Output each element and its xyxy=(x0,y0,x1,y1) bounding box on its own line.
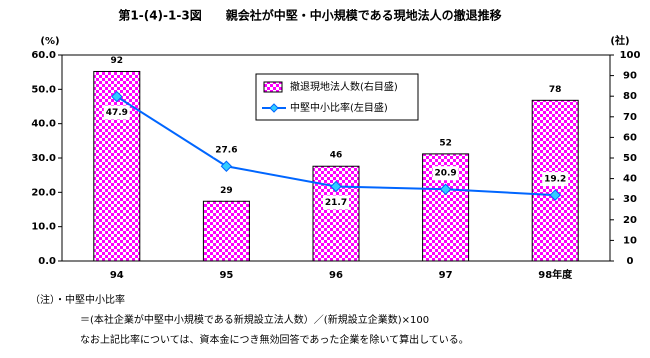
y-tick-label: 40.0 xyxy=(31,119,56,130)
value-label-box xyxy=(103,105,130,120)
bar-value-label: 52 xyxy=(439,138,452,148)
bar-value-label: 78 xyxy=(549,85,562,95)
line-value-label: 19.2 xyxy=(544,175,566,185)
y2-tick-label: 50 xyxy=(623,153,637,164)
value-label-box xyxy=(323,195,349,210)
legend-swatch xyxy=(269,103,279,113)
value-label-box xyxy=(432,166,459,181)
x-tick-label: 96 xyxy=(329,270,343,281)
y2-tick-label: 90 xyxy=(623,71,637,82)
line-point xyxy=(220,160,233,172)
bar xyxy=(202,200,250,262)
y2-tick-label: 80 xyxy=(623,91,637,102)
line-point xyxy=(330,180,342,193)
line-point xyxy=(111,90,123,103)
y-tick-label: 50.0 xyxy=(31,84,56,95)
y2-tick-label: 100 xyxy=(620,50,641,61)
bar-value-label: 29 xyxy=(220,186,233,196)
legend xyxy=(255,73,419,121)
line-value-label: 20.9 xyxy=(434,169,456,179)
x-tick-label: 94 xyxy=(110,270,124,281)
line-point xyxy=(439,183,452,195)
legend-swatch xyxy=(263,81,283,93)
y-tick-label: 60.0 xyxy=(31,50,56,61)
x-tick-label: 97 xyxy=(439,270,453,281)
y-axis-label: (%) xyxy=(40,36,59,47)
y2-tick-label: 40 xyxy=(623,174,637,185)
bar xyxy=(312,165,360,262)
y2-tick-label: 30 xyxy=(623,194,637,205)
note: （注）・中堅中小比率 xyxy=(30,293,125,306)
note: ＝(本社企業が中堅中小規模である新規設立法人数）／(新規設立企業数)×100 xyxy=(80,313,429,326)
bar xyxy=(93,70,141,262)
y2-tick-label: 60 xyxy=(623,132,637,143)
y-tick-label: 20.0 xyxy=(31,187,56,198)
y2-axis-label: (社) xyxy=(610,34,629,47)
line-point xyxy=(549,189,561,201)
line-value-label: 47.9 xyxy=(106,108,128,118)
y2-tick-label: 0 xyxy=(627,256,634,267)
line-value-label: 21.7 xyxy=(325,198,347,208)
chart-title: 第1-(4)-1-3図 親会社が中堅・中小規模である現地法人の撤退推移 xyxy=(118,8,501,23)
note: なお上記比率については、資本金につき無効回答であった企業を除いて算出している。 xyxy=(80,333,469,346)
bar-value-label: 92 xyxy=(111,56,124,66)
x-tick-label: 95 xyxy=(219,270,233,281)
y2-tick-label: 20 xyxy=(623,215,637,226)
y-tick-label: 0.0 xyxy=(38,256,56,267)
legend-label: 撤退現地法人数(右目盛) xyxy=(290,80,398,93)
x-tick-label: 98年度 xyxy=(538,268,573,281)
legend-label: 中堅中小比率(左目盛) xyxy=(290,101,388,114)
value-label-box xyxy=(213,143,240,158)
y2-tick-label: 10 xyxy=(623,235,637,246)
line-value-label: 27.6 xyxy=(215,146,237,156)
bar-value-label: 46 xyxy=(330,151,343,161)
y2-tick-label: 70 xyxy=(623,112,637,123)
y-tick-label: 30.0 xyxy=(31,153,56,164)
value-label-box xyxy=(542,172,569,187)
y-tick-label: 10.0 xyxy=(31,222,56,233)
